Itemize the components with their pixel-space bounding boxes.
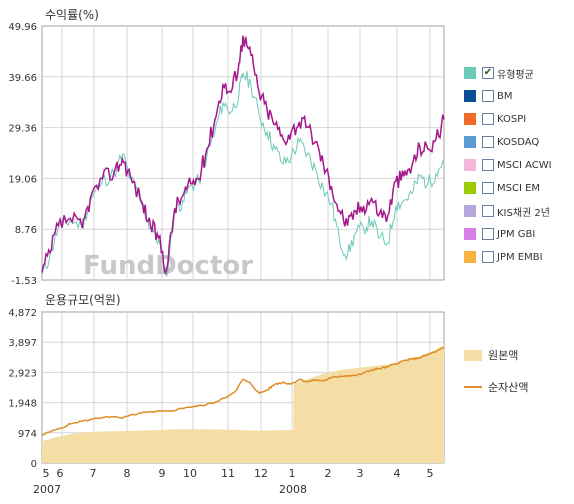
aum-x-tick-label: 5: [427, 467, 434, 480]
legend-item[interactable]: JPM EMBI: [464, 249, 543, 265]
aum-y-tick-label: 2,923: [8, 368, 37, 379]
legend-item[interactable]: KIS채권 2년: [464, 203, 550, 219]
aum-legend-label: 순자산액: [488, 381, 529, 394]
return-y-tick-label: 29.36: [8, 124, 37, 135]
legend-checkbox[interactable]: [482, 113, 494, 125]
legend-label: KIS채권 2년: [497, 207, 550, 219]
legend-label: BM: [497, 90, 513, 102]
legend-item[interactable]: KOSPI: [464, 111, 526, 127]
legend-label: KOSPI: [497, 113, 527, 125]
aum-x-tick-label: 1: [289, 467, 296, 480]
legend-swatch: [464, 90, 476, 102]
legend-swatch: [464, 228, 476, 240]
year-label-2007: 2007: [33, 483, 61, 496]
aum-y-tick-label: 3,897: [8, 338, 37, 349]
legend-item[interactable]: ✔ 유형평균: [464, 65, 534, 81]
aum-y-tick-label: 1,948: [8, 399, 37, 410]
legend-label: KOSDAQ: [497, 136, 540, 148]
aum-legend-item: 순자산액: [464, 379, 528, 395]
legend-swatch: [464, 113, 476, 125]
legend-item[interactable]: BM: [464, 88, 513, 104]
aum-chart-title: 운용규모(억원): [45, 293, 121, 307]
legend-label: 유형평균: [497, 69, 534, 81]
original-amount-area: [42, 345, 444, 463]
legend-checkbox[interactable]: [482, 251, 494, 263]
type-average-return-line: [41, 71, 445, 277]
legend-label: JPM GBI: [497, 228, 536, 240]
aum-legend-label: 원본액: [488, 349, 519, 362]
legend-item[interactable]: KOSDAQ: [464, 134, 539, 150]
net-asset-line: [41, 346, 445, 436]
aum-chart-y-ticks: 4,872 3,897 2,923 1,948 974 0: [8, 308, 37, 470]
aum-x-tick-label: 6: [57, 467, 64, 480]
aum-x-tick-label: 4: [394, 467, 401, 480]
legend-swatch: [464, 251, 476, 263]
legend-swatch: [464, 205, 476, 217]
legend-swatch: [464, 182, 476, 194]
legend-item[interactable]: MSCI EM: [464, 180, 540, 196]
return-chart-y-ticks: 49.96 39.66 29.36 19.06 8.76 -1.53: [8, 22, 37, 287]
legend-checkbox[interactable]: [482, 205, 494, 217]
return-chart-title: 수익률(%): [45, 8, 99, 22]
legend-checkbox[interactable]: ✔: [482, 67, 494, 79]
legend-checkbox[interactable]: [482, 159, 494, 171]
area-swatch: [464, 349, 482, 361]
aum-y-tick-label: 4,872: [8, 308, 37, 319]
legend-checkbox[interactable]: [482, 182, 494, 194]
return-y-tick-label: 49.96: [8, 22, 37, 33]
aum-x-tick-label: 3: [357, 467, 364, 480]
aum-x-tick-label: 12: [254, 467, 268, 480]
legend-item[interactable]: MSCI ACWI: [464, 157, 552, 173]
legend-item[interactable]: JPM GBI: [464, 226, 535, 242]
aum-x-tick-label: 2: [325, 467, 332, 480]
legend-checkbox[interactable]: [482, 90, 494, 102]
legend-label: JPM EMBI: [497, 251, 543, 263]
aum-y-tick-label: 974: [18, 429, 37, 440]
legend-checkbox[interactable]: [482, 136, 494, 148]
legend-swatch: [464, 67, 476, 79]
aum-x-tick-label: 11: [221, 467, 235, 480]
year-label-2008: 2008: [279, 483, 307, 496]
aum-legend-item: 원본액: [464, 347, 518, 363]
aum-x-tick-label: 9: [159, 467, 166, 480]
line-swatch: [464, 386, 482, 388]
legend-label: MSCI ACWI: [497, 159, 552, 171]
fund-return-line: [41, 35, 445, 276]
return-y-tick-label: -1.53: [11, 276, 37, 287]
aum-x-tick-label: 7: [90, 467, 97, 480]
legend-swatch: [464, 159, 476, 171]
legend-checkbox[interactable]: [482, 228, 494, 240]
aum-x-tick-label: 10: [183, 467, 197, 480]
legend-swatch: [464, 136, 476, 148]
return-y-tick-label: 19.06: [8, 174, 37, 185]
aum-x-tick-label: 8: [124, 467, 131, 480]
aum-y-tick-label: 0: [31, 459, 37, 470]
return-y-tick-label: 8.76: [15, 225, 37, 236]
aum-chart-x-ticks: 5 6 7 8 9 10 11 12 1 2 3 4 5: [43, 467, 434, 480]
return-y-tick-label: 39.66: [8, 73, 37, 84]
legend-label: MSCI EM: [497, 182, 541, 194]
return-chart-frame: [41, 25, 445, 281]
aum-x-tick-label: 5: [43, 467, 50, 480]
